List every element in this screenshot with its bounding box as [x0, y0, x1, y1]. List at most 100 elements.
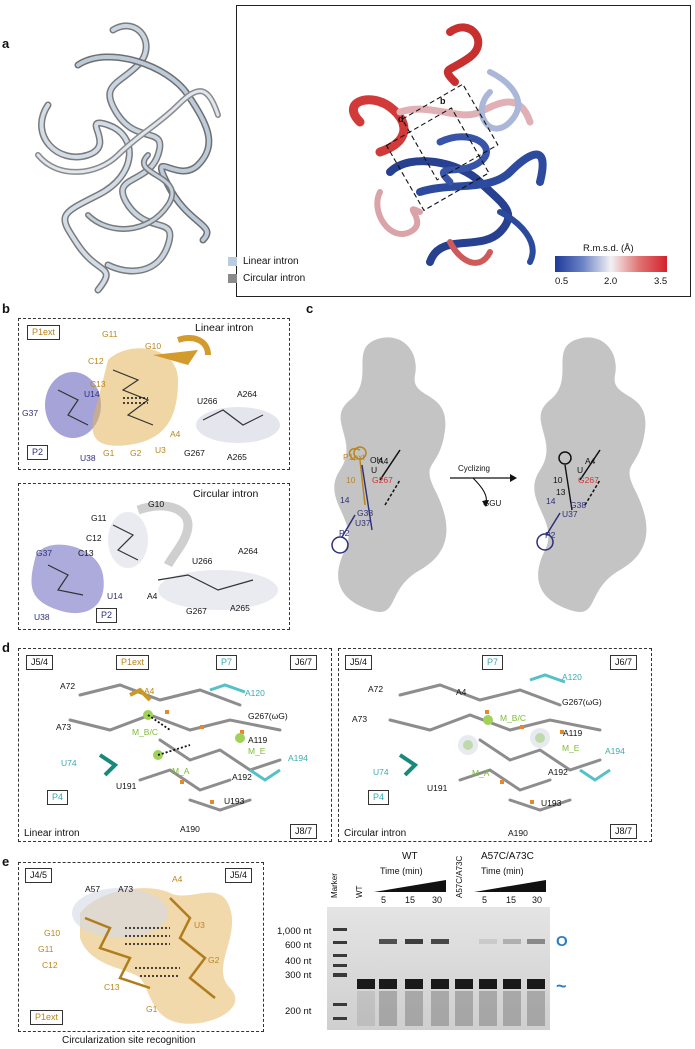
d-left-lbl-u74: U74 — [61, 758, 77, 768]
b-top-lbl-12: A264 — [237, 389, 257, 399]
c-right-g38: G38 — [570, 500, 587, 510]
gel-linear-band — [503, 979, 521, 989]
gel-wedges — [374, 880, 546, 892]
b-top-lbl-3: C13 — [90, 379, 106, 389]
gel-circular-band — [379, 939, 397, 944]
d-left-lbl-mbc: M_B/C — [132, 727, 158, 737]
ggu-label: GGU — [483, 499, 502, 508]
panel-d-circular-box — [338, 648, 652, 842]
e-lbl-c12: C12 — [42, 960, 58, 970]
d-left-lbl-a73: A73 — [56, 722, 72, 732]
gel-smear — [357, 991, 375, 1026]
e-tag-j45: J4/5 — [25, 868, 53, 883]
e-tag-j54: J5/4 — [225, 868, 253, 883]
gel-smear — [455, 991, 473, 1026]
gel-smear — [479, 991, 497, 1026]
panel-e-label: e — [2, 854, 10, 869]
c-left-oh: OH — [370, 455, 383, 465]
gel-time-label-wt: Time (min) — [380, 866, 423, 876]
cyclizing-label: Cyclizing — [458, 464, 491, 473]
d-right-tag-p7: P7 — [482, 655, 504, 670]
b-bot-lbl-4: G37 — [36, 548, 53, 558]
gel-tp-mut-30: 30 — [532, 895, 543, 905]
d-left-lbl-a192: A192 — [232, 772, 252, 782]
gel-linear-band — [527, 979, 545, 989]
gel-linear-band — [379, 979, 397, 989]
d-left-lbl-g267: G267(ωG) — [248, 711, 288, 721]
d-right-lbl-a120: A120 — [562, 672, 582, 682]
d-right-lbl-mbc: M_B/C — [500, 713, 526, 723]
d-left-tag-j87: J8/7 — [290, 824, 318, 839]
b-top-lbl-6: U38 — [80, 453, 96, 463]
gel-linear-band — [455, 979, 473, 989]
d-right-lbl-a190: A190 — [508, 828, 528, 838]
panel-a-linear-circular-overlay — [35, 22, 221, 294]
panel-d-circular-structure — [388, 673, 611, 812]
gel-smear — [379, 991, 397, 1026]
colorbar-tick-0: 0.5 — [555, 276, 569, 287]
d-left-lbl-ma: M_A — [172, 766, 190, 776]
gel-circular-band — [405, 939, 423, 944]
c-left-g267: G267 — [372, 475, 393, 485]
e-lbl-a73: A73 — [118, 884, 134, 894]
gel-tp-wt-5: 5 — [381, 895, 387, 905]
panel-c-right-silhouette — [534, 337, 647, 612]
panel-e-structure — [72, 888, 236, 1024]
panel-b-linear-box — [18, 318, 290, 470]
gel-time-label-mut: Time (min) — [481, 866, 524, 876]
d-left-lbl-a194: A194 — [288, 753, 308, 763]
d-right-lbl-ma: M_A — [472, 768, 490, 778]
c-right-13: 13 — [556, 487, 566, 497]
gel-image — [327, 907, 550, 1030]
e-lbl-c13: C13 — [104, 982, 120, 992]
b-top-lbl-2: C12 — [88, 356, 104, 366]
colorbar-tick-1: 2.0 — [604, 276, 618, 287]
gel-linear-band — [357, 979, 375, 989]
e-lbl-u3: U3 — [194, 920, 205, 930]
panel-e-site-box — [18, 862, 264, 1032]
c-right-u37: U37 — [562, 509, 578, 519]
gel-group-title-mut: A57C/A73C — [481, 851, 534, 862]
gel-smear — [405, 991, 423, 1026]
d-left-lbl-u193: U193 — [224, 796, 245, 806]
gel-circular-band — [479, 939, 497, 944]
e-caption: Circularization site recognition — [62, 1035, 196, 1046]
c-right-14: 14 — [546, 496, 556, 506]
d-left-lbl-a190: A190 — [180, 824, 200, 834]
d-right-lbl-a72: A72 — [368, 684, 384, 694]
panel-c-label: c — [306, 301, 314, 316]
d-left-lbl-u191: U191 — [116, 781, 137, 791]
d-right-lbl-a194: A194 — [605, 746, 625, 756]
panel-d-linear-box — [18, 648, 332, 842]
b-bot-lbl-7: A4 — [147, 591, 158, 601]
d-right-lbl-a73: A73 — [352, 714, 368, 724]
b-bot-lbl-0: G10 — [148, 499, 165, 509]
b-top-lbl-11: U266 — [197, 396, 218, 406]
legend-swatch-linear — [228, 257, 237, 266]
linear-band-symbol: ~ — [556, 976, 567, 996]
gel-linear-band — [479, 979, 497, 989]
c-left-u37: U37 — [355, 518, 371, 528]
d-right-tag-j67: J6/7 — [610, 655, 638, 670]
gel-tp-wt-15: 15 — [405, 895, 416, 905]
d-right-lbl-a119: A119 — [563, 728, 583, 738]
panel-b-label: b — [2, 301, 10, 316]
c-left-u: U — [371, 465, 378, 475]
b-bot-lbl-1: G11 — [91, 513, 107, 523]
d-left-tag-p1ext: P1ext — [116, 655, 150, 670]
d-left-tag-p4: P4 — [47, 790, 69, 805]
d-right-lbl-u193: U193 — [541, 798, 562, 808]
gel-size-1000: 1,000 nt — [277, 926, 312, 937]
gel-tp-mut-15: 15 — [506, 895, 517, 905]
gel-lane-marker: Marker — [330, 873, 339, 898]
colorbar-title: R.m.s.d. (Å) — [583, 243, 634, 254]
b-bot-lbl-2: C12 — [86, 533, 102, 543]
panel-b-circular-box — [18, 483, 290, 630]
panel-a-inset-d-label: d — [398, 114, 404, 124]
d-right-lbl-u191: U191 — [427, 783, 448, 793]
e-lbl-a57: A57 — [85, 884, 101, 894]
gel-circular-band — [503, 939, 521, 944]
c-left-p1ext: P1ext — [343, 452, 365, 462]
gel-size-600: 600 nt — [285, 940, 312, 951]
b-top-lbl-5: G37 — [22, 408, 39, 418]
